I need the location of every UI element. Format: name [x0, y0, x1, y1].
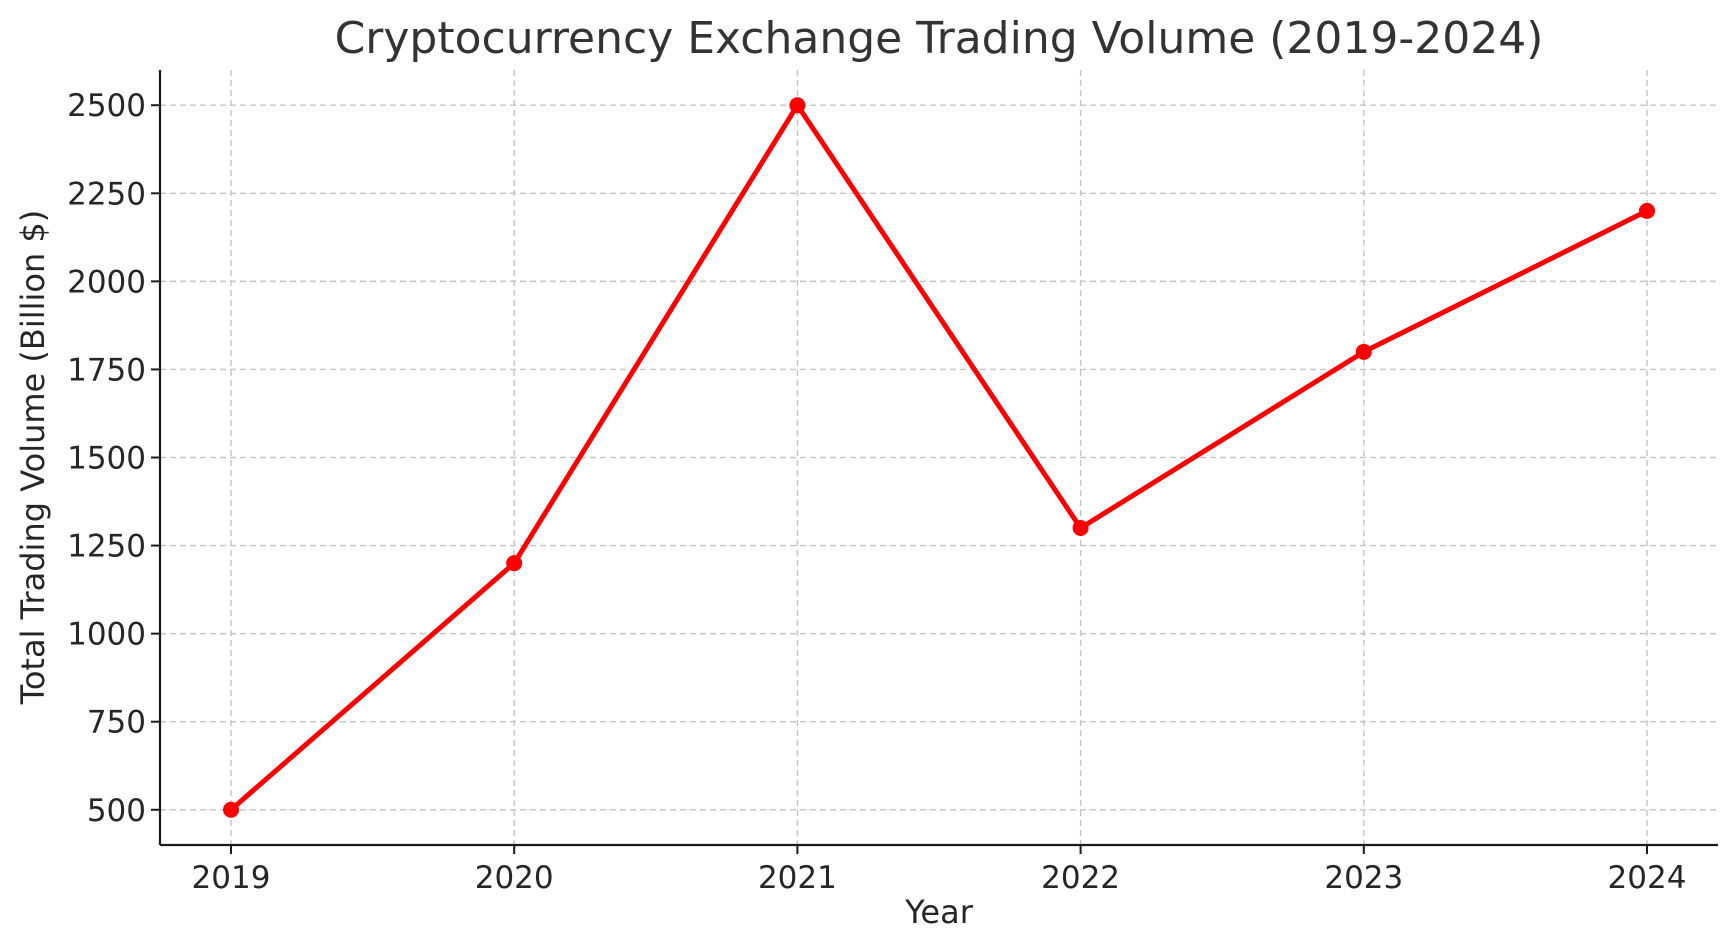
y-tick-label: 2500 [67, 88, 146, 124]
y-axis-label: Total Trading Volume (Billion $) [14, 210, 52, 706]
data-point [1355, 343, 1372, 360]
x-tick-label: 2021 [758, 860, 837, 896]
series-line [228, 102, 1650, 813]
y-tick-label: 750 [87, 705, 146, 741]
x-tick-label: 2023 [1324, 860, 1403, 896]
y-tick-label: 1000 [67, 617, 146, 653]
data-point [1072, 519, 1089, 536]
grid-layer [160, 70, 1718, 845]
data-point [789, 97, 806, 114]
y-tick-label: 1750 [67, 352, 146, 388]
y-tick-label: 2000 [67, 264, 146, 300]
data-point [506, 555, 523, 572]
x-tick-label: 2024 [1608, 860, 1687, 896]
y-tick-label: 500 [87, 793, 146, 829]
y-tick-label: 1250 [67, 529, 146, 565]
x-tick-label: 2022 [1041, 860, 1120, 896]
y-tick-label: 2250 [67, 176, 146, 212]
chart-title: Cryptocurrency Exchange Trading Volume (… [335, 13, 1544, 64]
data-point [1639, 202, 1655, 219]
x-tick-label: 2019 [192, 860, 271, 896]
x-tick-label: 2020 [475, 860, 554, 896]
series-layer [223, 97, 1655, 818]
tick-layer: 500 750 1000 1250 1500 1750 2000 2250 2500 2019 20… [67, 88, 1686, 896]
data-point [223, 801, 239, 818]
y-tick-label: 1500 [67, 441, 146, 477]
x-axis-label: Year [904, 893, 974, 931]
